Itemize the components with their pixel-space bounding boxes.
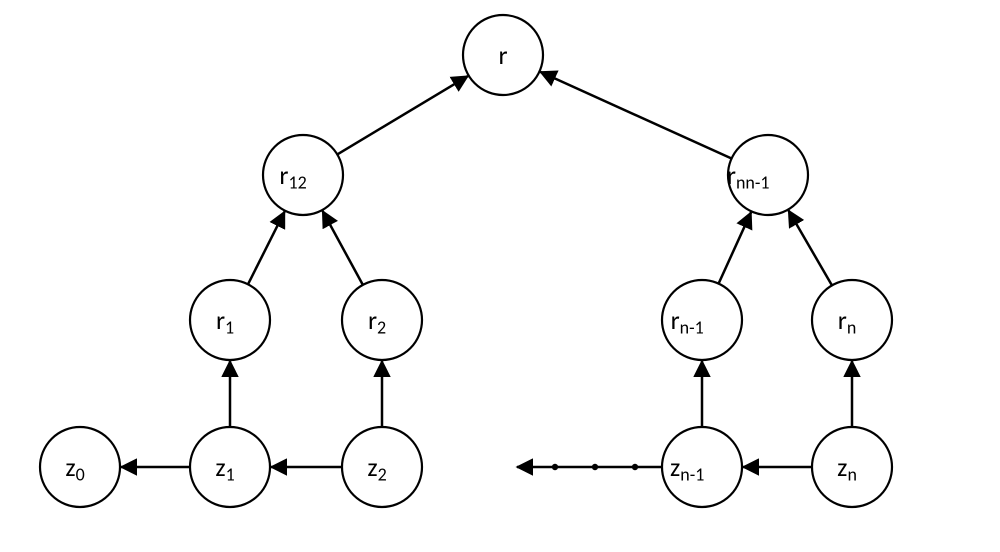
node-zn1: zn-1 <box>662 427 742 507</box>
edge-rn-rnn1 <box>789 210 832 285</box>
edge-r2-r12 <box>323 211 363 285</box>
node-r1: r1 <box>190 280 270 360</box>
node-label-r: r <box>498 39 507 71</box>
diagram-canvas: r r12 rnn-1 r1 r2 rn-1 rn z0 z1 z2 zn-1 zn <box>0 0 1000 552</box>
node-rn: rn <box>812 280 892 360</box>
ellipsis-dot <box>552 464 558 470</box>
node-z1: z1 <box>190 427 270 507</box>
node-r2: r2 <box>342 280 422 360</box>
node-z0: z0 <box>40 427 120 507</box>
edge-rnn1-r <box>540 72 731 159</box>
edge-r12-r <box>337 76 468 154</box>
node-r: r <box>463 15 543 95</box>
edge-r1-r12 <box>248 212 285 285</box>
edge-rn1-rnn1 <box>719 212 751 283</box>
node-z2: z2 <box>342 427 422 507</box>
node-rnn1: rnn-1 <box>727 135 808 215</box>
node-zn: zn <box>812 427 892 507</box>
ellipsis-dot <box>632 464 638 470</box>
node-rn1: rn-1 <box>662 280 742 360</box>
ellipsis-dot <box>592 464 598 470</box>
node-r12: r12 <box>263 135 343 215</box>
